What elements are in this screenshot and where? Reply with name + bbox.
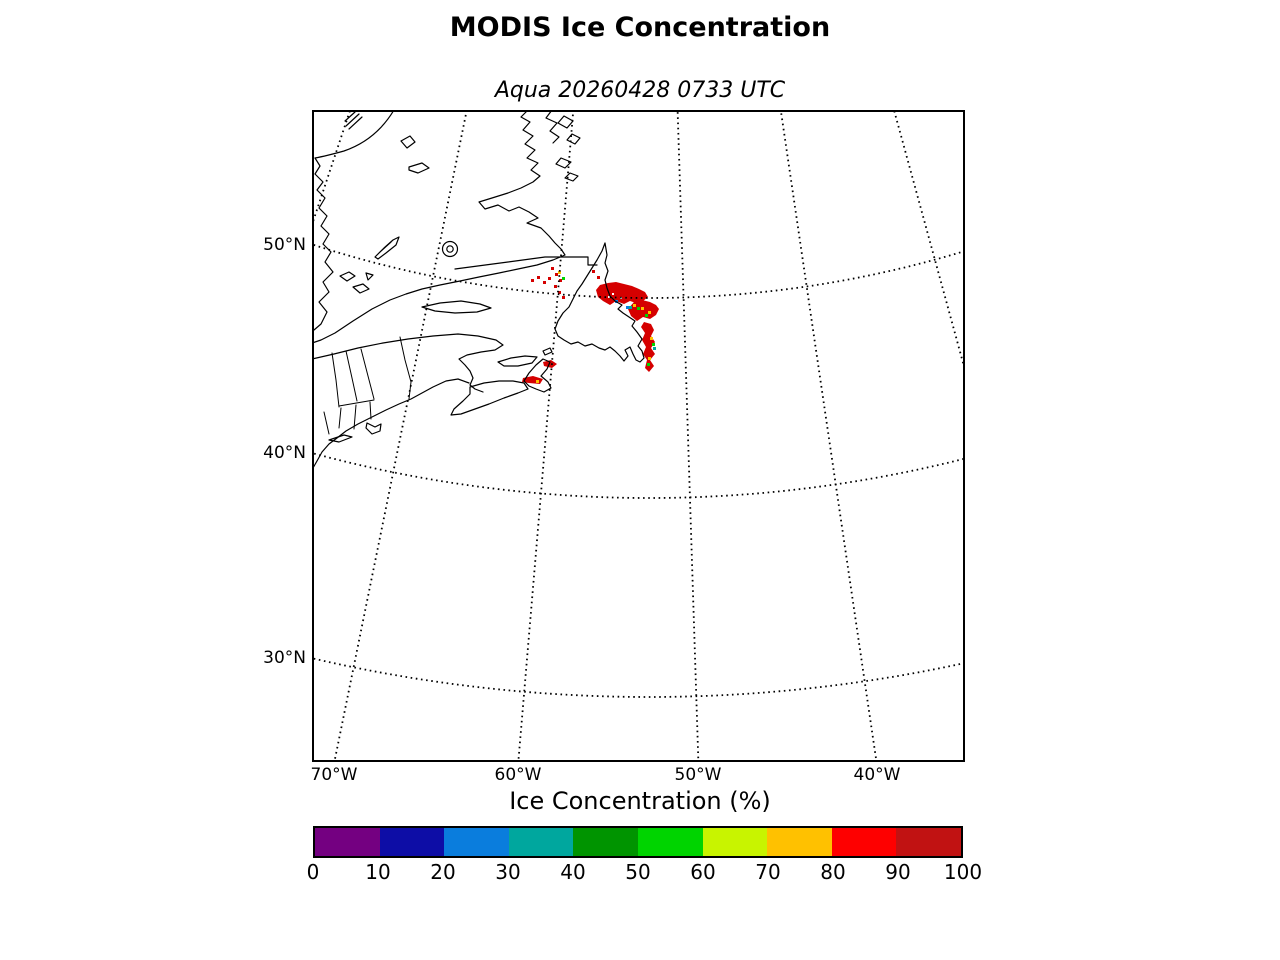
lon-tick-label: 60°W [494, 765, 542, 785]
meridian-80w [312, 110, 352, 228]
colorbar-segment [637, 828, 703, 856]
colorbar-segment [767, 828, 832, 856]
colorbar-segment [831, 828, 897, 856]
ice-speck-group-green [562, 277, 655, 366]
colorbar-tick-label: 50 [625, 860, 651, 884]
ice-speck-group-cyan [629, 306, 656, 350]
border-quebec-labrador [454, 256, 598, 270]
figure-subtitle: Aqua 20260428 0733 UTC [494, 78, 786, 103]
ice-concentration-layer [522, 267, 659, 384]
colorbar-tick-label: 90 [885, 860, 911, 884]
parallel-40n [312, 451, 965, 499]
coastline-layer [312, 110, 645, 469]
coast-newfoundland [554, 242, 645, 363]
graticule [312, 110, 965, 762]
colorbar-tick-label: 80 [820, 860, 846, 884]
figure-title: MODIS Ice Concentration [449, 12, 831, 43]
ice-speck-group-red [531, 267, 600, 299]
manicouagan-ring-inner [446, 245, 454, 253]
meridian-30w [893, 110, 965, 374]
colorbar-segment [702, 828, 768, 856]
coast-nova-scotia [450, 380, 529, 416]
colorbar-tick-label: 70 [755, 860, 781, 884]
graticule-meridians [312, 110, 965, 762]
parallel-50n [312, 243, 965, 299]
colorbar-segment [444, 828, 509, 856]
colorbar-tick-label: 60 [690, 860, 716, 884]
graticule-parallels [312, 243, 965, 698]
colorbar-segment [315, 828, 380, 856]
meridian-50w [676, 110, 700, 762]
colorbar-tick-label: 100 [943, 860, 983, 884]
colorbar-tick-label: 0 [306, 860, 320, 884]
colorbar-segment [573, 828, 638, 856]
lat-tick-label: 40°N [263, 443, 306, 463]
map-plot [312, 110, 965, 762]
coast-james-bay-islands [344, 111, 430, 174]
colorbar-title: Ice Concentration (%) [509, 787, 771, 815]
state-borders [323, 336, 412, 435]
coast-pei [497, 355, 538, 367]
lat-tick-label: 30°N [263, 648, 306, 668]
lake-mistassini [374, 236, 400, 260]
colorbar-segment [379, 828, 445, 856]
meridian-60w [517, 110, 575, 762]
meridian-70w [333, 110, 468, 762]
lon-tick-label: 70°W [310, 765, 358, 785]
coast-cape-cod [365, 422, 382, 435]
coast-maine-newengland [312, 378, 470, 469]
colorbar-tick-label: 20 [430, 860, 456, 884]
map-frame [312, 110, 965, 762]
colorbar-tick-label: 30 [495, 860, 521, 884]
coast-labrador [312, 110, 566, 344]
coast-labrador-islands [545, 110, 581, 182]
colorbar-tick-label: 10 [365, 860, 391, 884]
colorbar-segment [896, 828, 961, 856]
colorbar [313, 826, 963, 858]
coast-james-bay [313, 110, 395, 331]
meridian-40w [779, 110, 878, 762]
colorbar-segment [508, 828, 574, 856]
coast-madeleine [542, 347, 553, 356]
north-shore-islets [339, 271, 374, 294]
lat-tick-label: 50°N [263, 235, 306, 255]
ice-speck-group-yellow [536, 271, 653, 383]
coast-gaspe-nb [312, 333, 504, 393]
colorbar-tick-label: 40 [560, 860, 586, 884]
coast-cape-breton [523, 358, 552, 393]
parallel-30n [312, 657, 965, 698]
manicouagan-ring-outer [441, 240, 459, 258]
lon-tick-label: 50°W [674, 765, 722, 785]
coast-anticosti [421, 300, 492, 314]
lon-tick-label: 40°W [853, 765, 901, 785]
coast-long-island [328, 434, 353, 443]
